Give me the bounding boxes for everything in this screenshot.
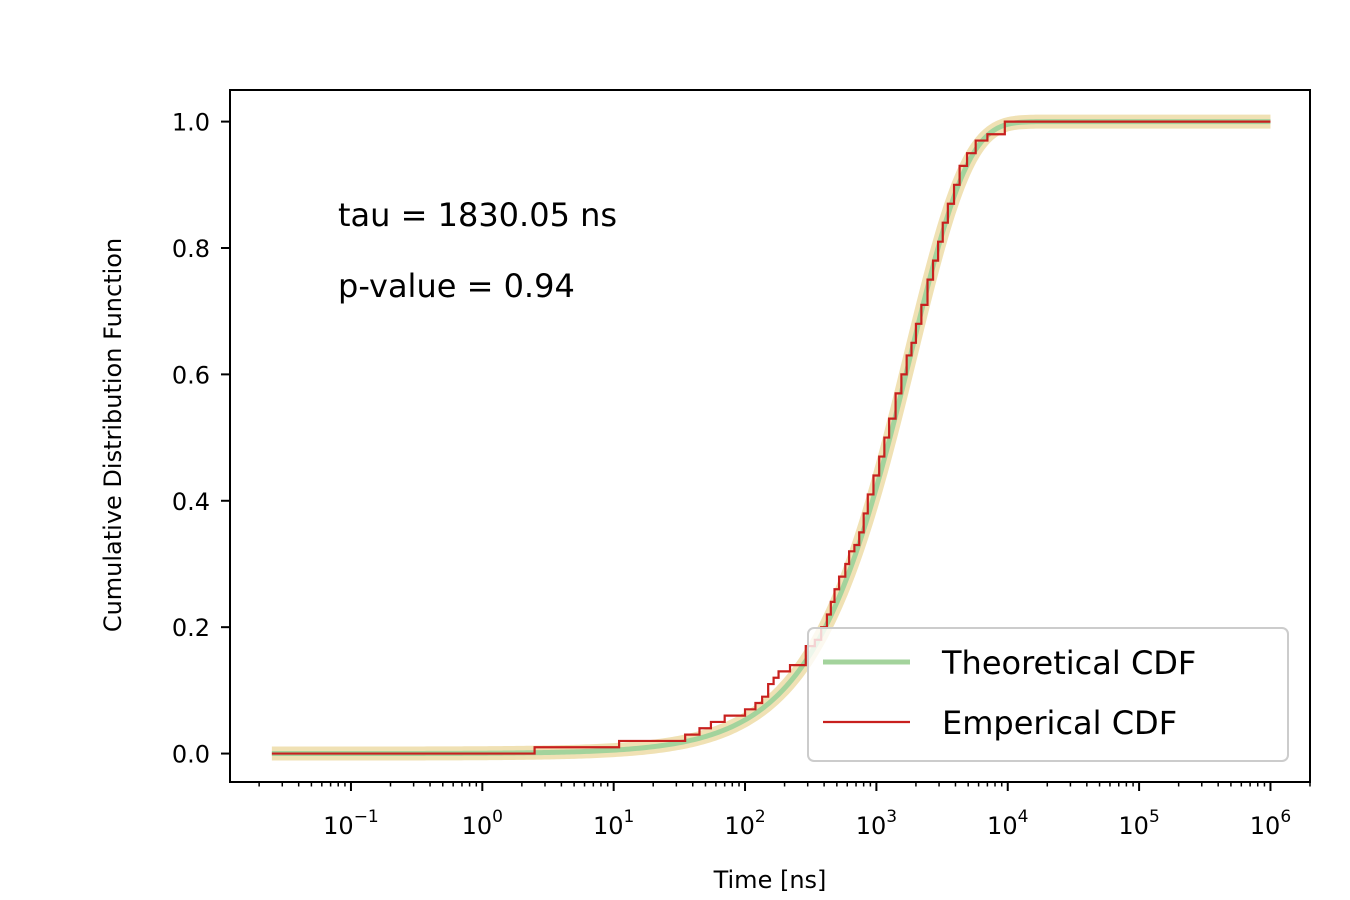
axes-frame (229, 89, 1311, 783)
x-axis-label: Time [ns] (713, 866, 827, 894)
legend-label-empirical: Emperical CDF (942, 704, 1177, 742)
y-axis: 0.0 0.2 0.4 0.6 0.8 1.0 (172, 109, 230, 769)
legend-label-theoretical: Theoretical CDF (941, 644, 1196, 682)
x-tick-label: 104 (987, 807, 1028, 840)
x-tick-label: 106 (1250, 807, 1291, 840)
y-tick-label: 0.8 (172, 235, 210, 263)
y-tick-label: 0.6 (172, 361, 210, 389)
x-tick-label: 101 (593, 807, 634, 840)
y-tick-label: 0.4 (172, 488, 210, 516)
y-tick-label: 0.0 (172, 741, 210, 769)
y-tick-label: 0.2 (172, 614, 210, 642)
x-tick-label: 100 (462, 807, 503, 840)
x-axis: 10−1 100 101 102 103 104 105 106 (258, 782, 1311, 840)
x-tick-label: 10−1 (323, 807, 379, 840)
p-value-annotation: p-value = 0.94 (338, 267, 575, 305)
tau-annotation: tau = 1830.05 ns (338, 196, 617, 234)
plot-area (267, 114, 1275, 761)
legend-box (807, 627, 1289, 762)
y-tick-label: 1.0 (172, 109, 210, 137)
y-axis-label: Cumulative Distribution Function (99, 238, 127, 632)
empirical-cdf-line (271, 120, 1271, 755)
x-tick-label: 105 (1118, 807, 1159, 840)
x-tick-label: 102 (724, 807, 765, 840)
legend: Theoretical CDF Emperical CDF (807, 627, 1289, 762)
x-tick-label: 103 (856, 807, 897, 840)
